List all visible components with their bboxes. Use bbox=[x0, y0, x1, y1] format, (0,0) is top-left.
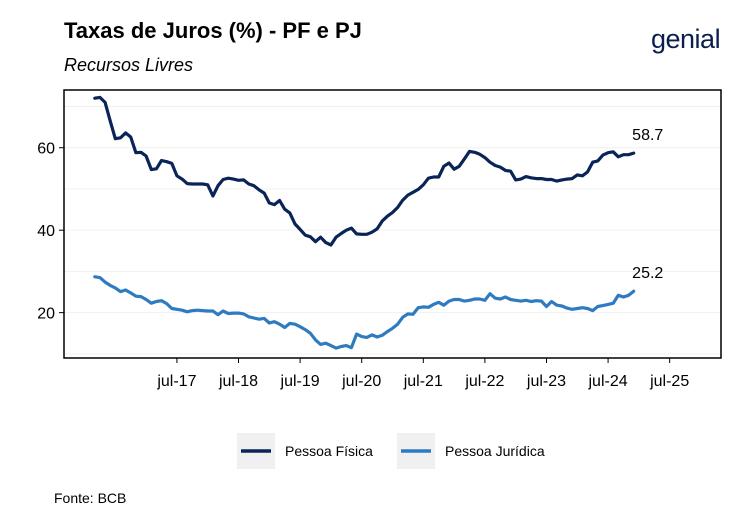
plot-border bbox=[63, 89, 722, 359]
x-tick-label: jul-17 bbox=[156, 373, 196, 390]
end-value-label: 25.2 bbox=[632, 265, 663, 282]
axes: 20 40 60 jul-17 jul-18 jul-19 jul-20 jul-21 jul-… bbox=[37, 141, 689, 390]
x-tick-label: jul-21 bbox=[403, 373, 443, 390]
series-lines bbox=[93, 95, 636, 350]
y-tick-label: 60 bbox=[37, 141, 55, 158]
x-tick-label: jul-24 bbox=[588, 373, 628, 390]
brand-logo: genial bbox=[651, 24, 721, 54]
source-note: Fonte: BCB bbox=[54, 490, 127, 506]
series-line-pessoa-juridica bbox=[93, 275, 636, 350]
grid-lines bbox=[64, 105, 721, 355]
chart-title: Taxas de Juros (%) - PF e PJ bbox=[64, 18, 362, 43]
x-tick-label: jul-25 bbox=[649, 373, 689, 390]
x-tick-label: jul-18 bbox=[218, 373, 258, 390]
legend-label: Pessoa Física bbox=[285, 443, 373, 459]
y-tick-label: 20 bbox=[37, 306, 55, 323]
x-tick-label: jul-22 bbox=[464, 373, 504, 390]
x-tick-label: jul-19 bbox=[280, 373, 320, 390]
legend: Pessoa Física Pessoa Jurídica bbox=[237, 433, 545, 469]
end-value-label: 58.7 bbox=[632, 127, 663, 144]
x-tick-label: jul-23 bbox=[526, 373, 566, 390]
x-tick-label: jul-20 bbox=[341, 373, 381, 390]
series-line-pessoa-fisica bbox=[93, 95, 636, 247]
legend-label: Pessoa Jurídica bbox=[445, 443, 545, 459]
chart-subtitle: Recursos Livres bbox=[64, 55, 194, 75]
end-labels: 58.7 25.2 bbox=[632, 127, 663, 282]
y-tick-label: 40 bbox=[37, 223, 55, 240]
